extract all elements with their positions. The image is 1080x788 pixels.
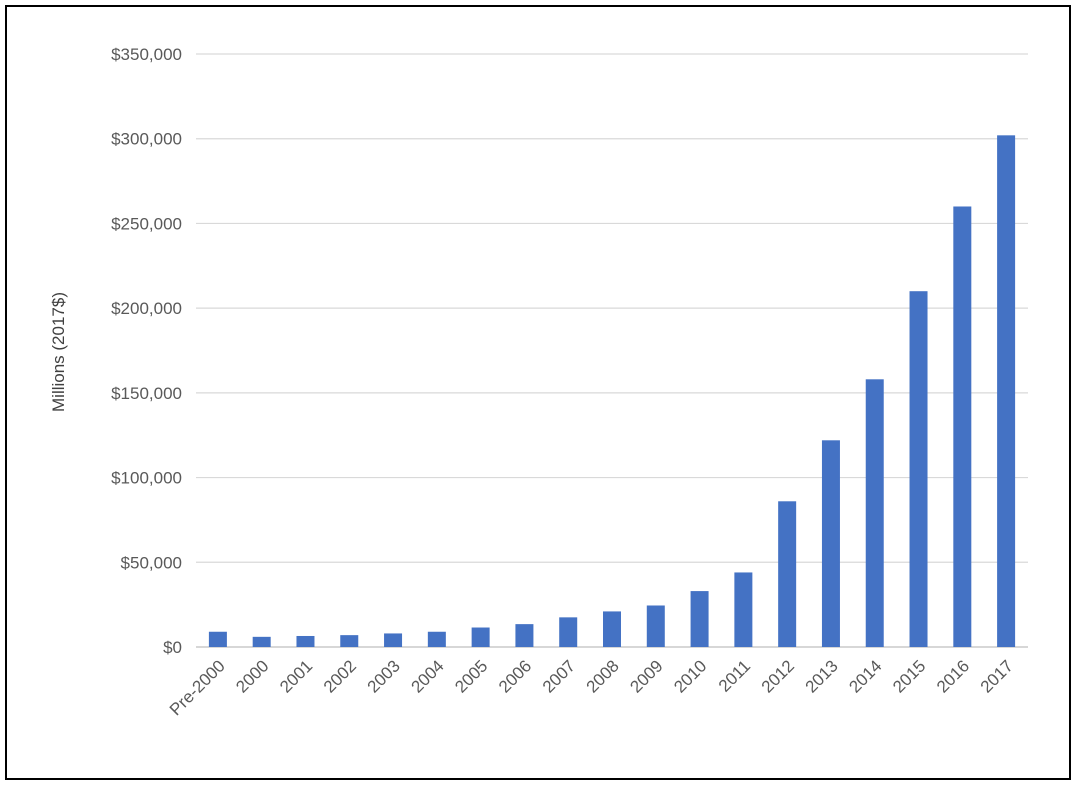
bar bbox=[953, 206, 972, 647]
bar bbox=[471, 627, 490, 647]
bar bbox=[603, 611, 621, 647]
x-tick-label: 2005 bbox=[451, 656, 491, 696]
x-axis-ticks: Pre-2000 2000 2001 2002 2003 2004 2005 2006 2007… bbox=[166, 656, 1017, 719]
bar bbox=[515, 624, 534, 647]
y-tick-label: $50,000 bbox=[121, 553, 182, 572]
x-tick-label: 2008 bbox=[583, 656, 623, 696]
x-tick-label: 2012 bbox=[758, 656, 798, 696]
bar bbox=[690, 591, 709, 647]
bar bbox=[384, 633, 403, 647]
x-tick-label: 2016 bbox=[933, 656, 973, 696]
bar bbox=[252, 636, 271, 647]
x-tick-label: 2014 bbox=[845, 656, 885, 696]
x-tick-label: 2001 bbox=[276, 656, 316, 696]
x-tick-label: 2002 bbox=[320, 656, 360, 696]
y-tick-label: $250,000 bbox=[111, 214, 182, 233]
bar bbox=[865, 379, 884, 647]
y-axis-label: Millions (2017$) bbox=[49, 292, 68, 412]
bar bbox=[997, 135, 1016, 647]
bars bbox=[208, 135, 1016, 647]
x-tick-label: 2004 bbox=[407, 656, 447, 696]
x-tick-label: 2013 bbox=[802, 656, 842, 696]
x-tick-label: 2010 bbox=[670, 656, 710, 696]
bar bbox=[778, 501, 797, 647]
x-tick-label: 2003 bbox=[364, 656, 404, 696]
bar bbox=[646, 605, 665, 647]
gridlines bbox=[196, 53, 1028, 648]
x-tick-label: 2015 bbox=[889, 656, 929, 696]
x-tick-label: 2009 bbox=[626, 656, 666, 696]
y-tick-label: $200,000 bbox=[111, 299, 182, 318]
x-tick-label: 2011 bbox=[715, 656, 754, 695]
y-tick-label: $350,000 bbox=[111, 45, 182, 64]
x-tick-label: 2000 bbox=[232, 656, 272, 696]
x-tick-label: 2006 bbox=[495, 656, 535, 696]
bar bbox=[909, 291, 928, 647]
y-tick-label: $300,000 bbox=[111, 130, 182, 149]
y-tick-label: $100,000 bbox=[111, 469, 182, 488]
x-tick-label: Pre-2000 bbox=[166, 656, 229, 719]
bar bbox=[340, 635, 359, 647]
bar bbox=[559, 617, 578, 647]
y-axis-ticks: $0 $50,000 $100,000 $150,000 $200,000 $250,00… bbox=[111, 45, 182, 657]
bar bbox=[296, 635, 315, 647]
y-tick-label: $150,000 bbox=[111, 384, 182, 403]
y-tick-label: $0 bbox=[163, 638, 182, 657]
x-tick-label: 2007 bbox=[539, 656, 579, 696]
bar bbox=[427, 631, 446, 647]
bar bbox=[821, 440, 840, 647]
bar bbox=[734, 572, 753, 647]
bar bbox=[208, 631, 227, 647]
x-tick-label: 2017 bbox=[977, 656, 1017, 696]
